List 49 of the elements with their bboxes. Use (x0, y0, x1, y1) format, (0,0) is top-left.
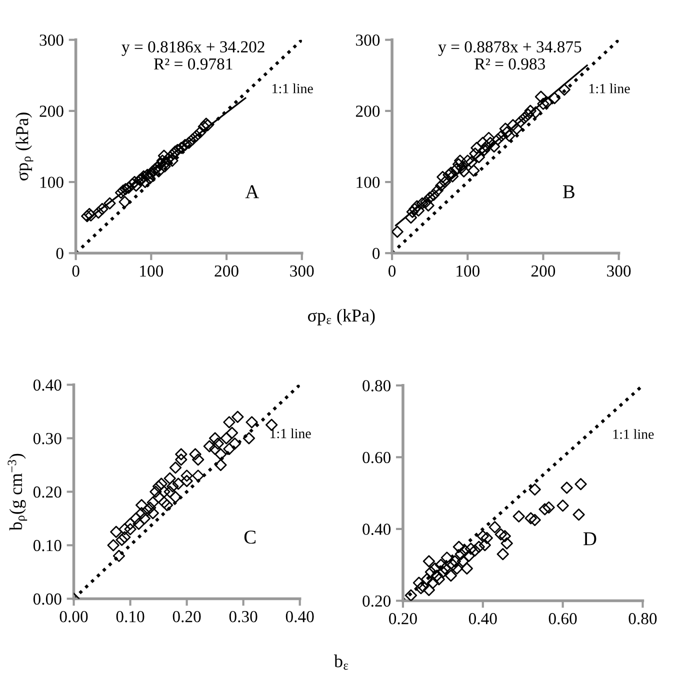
x-tick-label: 0.20 (389, 613, 417, 624)
series-label: 1:1 line (613, 429, 654, 439)
x-tick-label: 0.80 (628, 613, 657, 624)
x-tick-label: 0.60 (548, 613, 577, 624)
y-tick-label: 0.20 (362, 595, 391, 607)
annotation: C (244, 530, 256, 544)
annotation: B (562, 185, 574, 198)
annotation: R² = 0.983 (474, 58, 545, 70)
y-tick-label: 0.40 (362, 524, 391, 535)
y-axis-title: σp$_{ρ}$ (kPa) (16, 112, 34, 180)
y-tick-label: 200 (356, 106, 380, 117)
y-tick-label: 100 (40, 176, 64, 188)
x-axis-title: σp$_{ε}$ (kPa) (308, 308, 375, 326)
x-tick-label: 0.30 (229, 611, 258, 622)
x-tick-label: 0.00 (60, 611, 88, 622)
x-tick-label: 200 (214, 265, 238, 277)
x-tick-label: 300 (290, 265, 314, 277)
x-tick-label: 200 (531, 265, 556, 277)
annotation: y = 0.8186x + 34.202 (122, 41, 264, 56)
x-tick-label: 0.40 (286, 611, 314, 622)
x-tick-label: 300 (607, 265, 631, 277)
series-label: 1:1 line (589, 84, 630, 94)
y-tick-label: 0.80 (362, 380, 391, 392)
annotation: y = 0.8878x + 34.875 (438, 41, 582, 56)
y-tick-label: 0.10 (33, 540, 62, 552)
series-label: 1:1 line (270, 428, 311, 438)
x-tick-label: 100 (456, 265, 480, 277)
y-tick-label: 300 (356, 34, 380, 46)
y-tick-label: 0.00 (33, 593, 62, 605)
y-tick-label: 100 (356, 176, 380, 188)
series-label: 1:1 line (272, 84, 313, 94)
x-tick-label: 0 (72, 265, 80, 277)
annotation: D (584, 532, 596, 546)
y-tick-label: 0 (372, 248, 380, 260)
x-tick-label: 0.10 (116, 611, 144, 622)
y-tick-label: 300 (40, 34, 64, 46)
y-tick-label: 200 (40, 106, 64, 117)
annotation: R² = 0.9781 (154, 58, 232, 70)
y-tick-label: 0.20 (33, 486, 62, 498)
y-tick-label: 0.40 (33, 379, 62, 391)
y-axis-title: b$_{ρ}$(g cm$^{−3}$) (8, 454, 28, 531)
y-tick-label: 0 (56, 248, 64, 260)
y-tick-label: 0.60 (362, 452, 391, 464)
x-axis-title: b$_{ε}$ (334, 654, 348, 670)
x-tick-label: 100 (140, 265, 164, 277)
x-tick-label: 0.20 (172, 611, 201, 622)
y-tick-label: 0.30 (33, 432, 62, 444)
x-tick-label: 0.40 (468, 613, 497, 624)
annotation: A (245, 185, 260, 198)
